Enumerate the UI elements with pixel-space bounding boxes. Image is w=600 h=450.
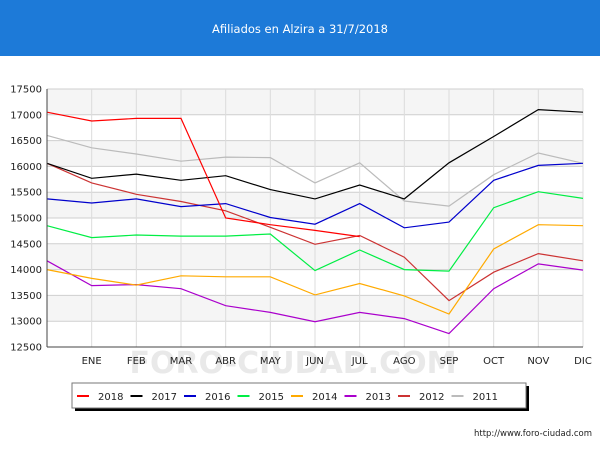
x-tick-label: JUL (351, 356, 368, 367)
series-line-2012 (46, 162, 584, 302)
y-tick-label: 15000 (10, 214, 42, 225)
legend-label: 2015 (259, 392, 284, 403)
series-line-2016 (46, 162, 584, 229)
x-tick-label: FEB (127, 356, 146, 367)
y-tick-label: 12500 (10, 343, 42, 354)
watermark: FORO-CIUDAD.COM (130, 346, 457, 381)
x-tick-label: SEP (440, 356, 459, 367)
y-tick-label: 17500 (10, 85, 42, 96)
legend-label: 2011 (473, 392, 498, 403)
series-line-2017 (46, 108, 584, 200)
series-line-2014 (46, 224, 584, 315)
legend-label: 2016 (205, 392, 230, 403)
legend-label: 2017 (152, 392, 177, 403)
legend-label: 2018 (98, 392, 123, 403)
legend: 2018 2017 2016 2015 2014 2013 2012 2011 (71, 382, 529, 411)
y-tick-label: 16000 (10, 162, 42, 173)
source-url: http://www.foro-ciudad.com (473, 429, 592, 439)
y-tick-label: 15500 (10, 188, 42, 199)
y-tick-label: 13000 (10, 317, 42, 328)
x-tick-label: JUN (305, 356, 324, 367)
x-tick-label: MAR (170, 356, 192, 367)
gridlines (46, 88, 584, 348)
x-tick-label: AGO (393, 356, 415, 367)
chart-title: Afiliados en Alzira a 31/7/2018 (212, 22, 388, 36)
series-line-2011 (46, 134, 584, 207)
x-tick-label: ENE (82, 356, 102, 367)
axes: 12500 13000 13500 14000 14500 15000 15500 16000… (10, 85, 592, 368)
x-tick-label: NOV (527, 356, 549, 367)
x-tick-label: DIC (574, 356, 592, 367)
x-tick-label: OCT (483, 356, 505, 367)
y-tick-label: 16500 (10, 136, 42, 147)
series-line-2018 (46, 111, 360, 238)
x-tick-label: MAY (260, 356, 282, 367)
y-tick-label: 14000 (10, 265, 42, 276)
y-tick-label: 17000 (10, 110, 42, 121)
header-bar (0, 0, 600, 56)
legend-label: 2013 (366, 392, 391, 403)
series-lines (46, 108, 584, 335)
x-tick-label: ABR (215, 356, 236, 367)
legend-label: 2014 (312, 392, 337, 403)
y-tick-label: 14500 (10, 239, 42, 250)
series-line-2015 (46, 191, 584, 272)
legend-label: 2012 (419, 392, 444, 403)
y-tick-label: 13500 (10, 291, 42, 302)
